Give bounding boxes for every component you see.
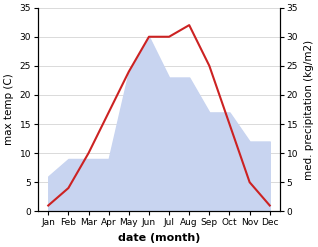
Y-axis label: med. precipitation (kg/m2): med. precipitation (kg/m2) <box>304 40 314 180</box>
X-axis label: date (month): date (month) <box>118 233 200 243</box>
Y-axis label: max temp (C): max temp (C) <box>4 74 14 145</box>
